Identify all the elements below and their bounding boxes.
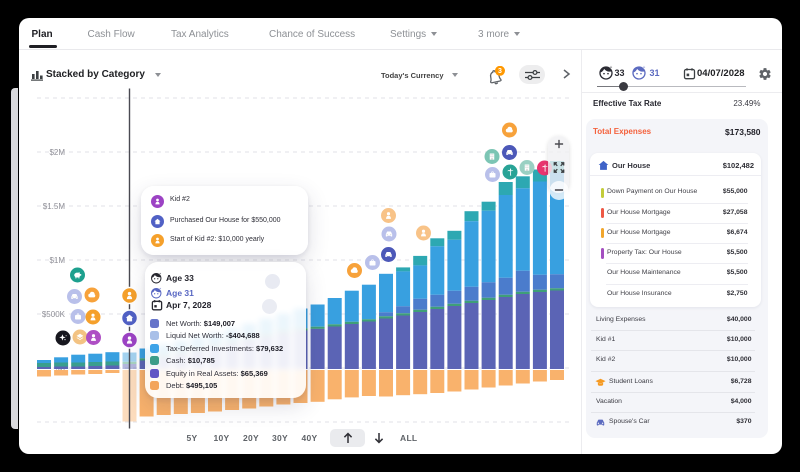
svg-text:$500K: $500K: [41, 309, 65, 318]
svg-text:$1M: $1M: [49, 255, 65, 264]
svg-text:$1.5M: $1.5M: [42, 201, 65, 210]
svg-text:$2M: $2M: [49, 147, 65, 156]
svg-text:3: 3: [498, 68, 502, 75]
